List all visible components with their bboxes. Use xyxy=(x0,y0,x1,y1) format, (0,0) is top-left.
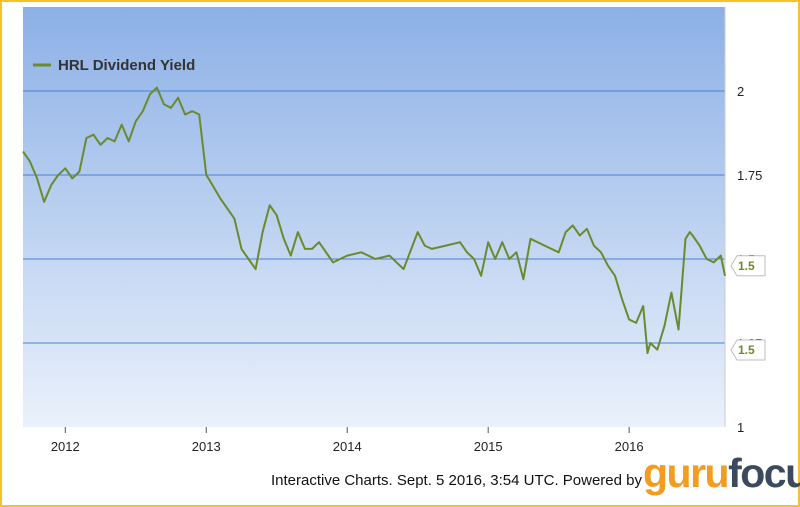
x-axis-ticks: 2012 2013 2014 2015 2016 xyxy=(51,427,644,454)
plot-area xyxy=(23,7,725,427)
footer-text: Interactive Charts. Sept. 5 2016, 3:54 U… xyxy=(270,472,642,489)
x-tick-label: 2014 xyxy=(333,439,362,454)
end-value-text: 1.5 xyxy=(738,259,755,273)
logo-focus-text: focus xyxy=(728,450,800,496)
legend-label: HRL Dividend Yield xyxy=(58,57,195,74)
footer: Interactive Charts. Sept. 5 2016, 3:54 U… xyxy=(0,468,800,498)
x-tick-label: 2013 xyxy=(192,439,221,454)
gurufocus-logo[interactable]: gurufocus xyxy=(643,448,800,498)
end-value-label: 1.5 xyxy=(730,255,766,277)
logo-guru-text: guru xyxy=(643,450,730,496)
y-tick-label: 1 xyxy=(737,420,744,435)
end-value-text: 1.5 xyxy=(738,343,755,357)
series-line[interactable] xyxy=(22,86,726,355)
x-tick-label: 2015 xyxy=(474,439,503,454)
end-value-box xyxy=(730,255,766,277)
end-value-labels: 1.5 1.5 xyxy=(730,255,766,361)
y-tick-label: 2 xyxy=(737,84,744,99)
legend: HRL Dividend Yield xyxy=(33,57,195,74)
series-layer xyxy=(22,86,726,355)
end-value-box xyxy=(730,339,766,361)
end-value-label: 1.5 xyxy=(730,339,766,361)
x-tick-label: 2016 xyxy=(615,439,644,454)
y-tick-label: 1.75 xyxy=(737,168,762,183)
x-tick-label: 2012 xyxy=(51,439,80,454)
